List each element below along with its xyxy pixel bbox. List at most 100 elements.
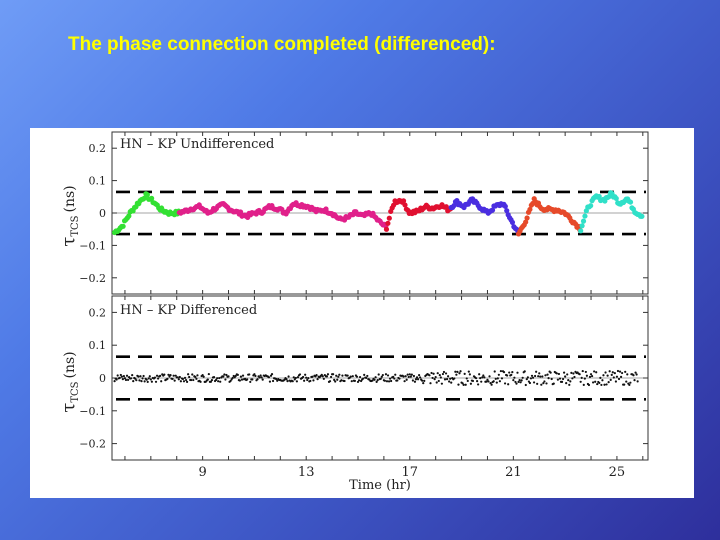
point-differenced: [298, 373, 302, 376]
point-differenced: [596, 382, 599, 386]
point-differenced: [296, 376, 300, 379]
point-differenced: [566, 373, 569, 376]
point-differenced: [583, 377, 586, 380]
point-differenced: [430, 371, 433, 375]
point-differenced: [479, 376, 482, 380]
point-differenced: [183, 376, 187, 379]
point-differenced: [572, 372, 575, 375]
point-differenced: [508, 371, 511, 374]
chart-figure: HN – KP Undifferenced HN – KP Difference…: [58, 131, 649, 493]
point-differenced: [210, 379, 214, 382]
point-differenced: [137, 375, 140, 378]
point-differenced: [500, 377, 504, 380]
point-differenced: [409, 375, 412, 378]
point-differenced: [248, 373, 251, 376]
point-differenced: [421, 379, 424, 382]
point-differenced: [621, 371, 624, 375]
point-differenced: [478, 373, 481, 376]
point-differenced: [528, 381, 532, 385]
point-differenced: [335, 374, 338, 377]
point-undifferenced: [502, 203, 508, 209]
point-differenced: [154, 380, 158, 383]
point-differenced: [322, 377, 325, 380]
point-differenced: [633, 379, 636, 382]
point-undifferenced: [527, 206, 533, 213]
point-differenced: [212, 376, 216, 379]
point-differenced: [207, 372, 210, 376]
point-differenced: [194, 375, 197, 379]
point-undifferenced: [504, 208, 510, 214]
point-differenced: [603, 383, 606, 386]
point-differenced: [498, 380, 501, 383]
point-differenced: [453, 377, 456, 380]
point-differenced: [396, 379, 399, 382]
point-differenced: [494, 377, 497, 380]
point-differenced: [251, 378, 254, 381]
point-differenced: [239, 375, 243, 378]
bottom-y-axis-label: τTCS (ns): [58, 351, 81, 412]
point-differenced: [201, 373, 204, 377]
point-differenced: [179, 380, 182, 383]
point-differenced: [489, 381, 492, 385]
point-differenced: [511, 371, 514, 374]
point-differenced: [432, 372, 435, 375]
point-differenced: [476, 380, 479, 383]
point-differenced: [214, 378, 218, 382]
point-undifferenced: [386, 215, 392, 221]
point-differenced: [457, 383, 460, 386]
point-differenced: [325, 375, 329, 378]
point-differenced: [384, 373, 388, 376]
point-differenced: [558, 377, 562, 380]
point-differenced: [590, 374, 594, 378]
point-differenced: [464, 383, 467, 386]
point-differenced: [315, 373, 318, 377]
point-differenced: [539, 375, 542, 378]
point-differenced: [443, 378, 447, 381]
point-differenced: [585, 374, 588, 377]
point-differenced: [303, 379, 306, 382]
point-differenced: [614, 380, 617, 383]
point-differenced: [271, 379, 275, 383]
point-differenced: [393, 377, 396, 380]
point-differenced: [454, 370, 457, 373]
point-differenced: [468, 373, 471, 376]
point-differenced: [477, 383, 480, 386]
slide-title: The phase connection completed (differen…: [68, 34, 496, 55]
point-differenced: [113, 380, 116, 383]
point-differenced: [592, 381, 595, 384]
point-differenced: [513, 376, 516, 379]
point-differenced: [514, 380, 517, 384]
point-differenced: [375, 380, 378, 384]
point-differenced: [121, 378, 124, 381]
point-differenced: [202, 375, 205, 378]
point-differenced: [122, 375, 126, 378]
point-differenced: [177, 378, 180, 381]
point-differenced: [568, 383, 571, 386]
point-differenced: [379, 377, 382, 380]
point-differenced: [499, 369, 503, 373]
point-differenced: [557, 372, 561, 376]
point-differenced: [140, 380, 143, 383]
point-undifferenced: [639, 213, 645, 219]
point-differenced: [408, 373, 411, 376]
point-differenced: [485, 380, 488, 383]
point-differenced: [376, 379, 379, 382]
point-differenced: [587, 383, 591, 387]
top-panel-title: HN – KP Undifferenced: [120, 137, 274, 152]
point-differenced: [171, 377, 174, 381]
point-differenced: [493, 370, 496, 373]
point-differenced: [506, 374, 509, 377]
point-differenced: [148, 375, 151, 378]
point-differenced: [532, 381, 536, 384]
point-differenced: [518, 379, 521, 382]
point-differenced: [467, 370, 470, 373]
point-undifferenced: [144, 192, 150, 198]
point-differenced: [355, 375, 359, 378]
point-differenced: [388, 377, 392, 380]
point-differenced: [492, 380, 495, 383]
point-differenced: [312, 379, 315, 382]
point-differenced: [362, 377, 365, 380]
point-undifferenced: [523, 219, 529, 225]
point-differenced: [276, 379, 279, 382]
point-differenced: [570, 371, 573, 374]
